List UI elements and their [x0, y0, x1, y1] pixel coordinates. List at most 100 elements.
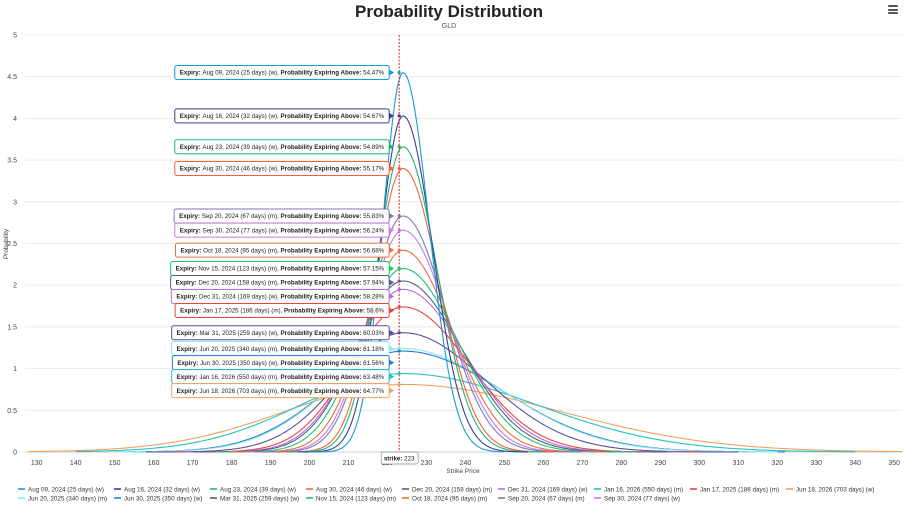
tooltip-marker [397, 114, 401, 118]
legend-label: Sep 30, 2024 (77 days) (w) [604, 495, 680, 502]
x-tick-label: 160 [148, 460, 160, 467]
y-tick-label: 3 [13, 199, 17, 206]
y-tick-label: 2 [13, 283, 17, 290]
legend-item[interactable]: Dec 31, 2024 (169 days) (w) [498, 486, 587, 493]
legend-item[interactable]: Nov 15, 2024 (123 days) (m) [306, 495, 396, 502]
legend-label: Oct 18, 2024 (95 days) (m) [412, 495, 487, 502]
legend-item[interactable]: Jun 30, 2025 (350 days) (w) [114, 495, 202, 502]
tooltip-text: Expiry: Jan 16, 2026 (550 days) (m), Pro… [177, 374, 385, 381]
tooltip: Expiry: Aug 23, 2024 (39 days) (w), Prob… [174, 139, 401, 155]
legend-label: Aug 23, 2024 (39 days) (w) [220, 486, 296, 493]
tooltip: Expiry: Sep 30, 2024 (77 days) (w), Prob… [174, 222, 401, 238]
tooltip-text: Expiry: Aug 23, 2024 (39 days) (w), Prob… [180, 144, 385, 151]
tooltips: Expiry: Aug 09, 2024 (25 days) (w), Prob… [170, 65, 401, 399]
tooltip-marker [397, 70, 401, 75]
legend-label: Aug 09, 2024 (25 days) (w) [28, 486, 104, 493]
x-tick-label: 210 [343, 460, 355, 467]
legend-item[interactable]: Oct 18, 2024 (95 days) (m) [402, 495, 487, 502]
tooltip-marker [397, 346, 401, 351]
x-tick-label: 190 [265, 460, 277, 467]
legend: Aug 09, 2024 (25 days) (w) Aug 16, 2024 (… [18, 486, 874, 502]
tooltip-pointer [389, 293, 395, 300]
tooltip-text: Expiry: Dec 20, 2024 (158 days) (m), Pro… [176, 280, 385, 287]
tooltip-pointer [389, 307, 395, 314]
tooltip-pointer [389, 227, 395, 234]
legend-label: Dec 20, 2024 (158 days) (m) [412, 486, 492, 493]
legend-label: Sep 20, 2024 (67 days) (m) [508, 495, 585, 502]
tooltip: Expiry: Jun 20, 2025 (340 days) (m), Pro… [171, 341, 401, 357]
legend-item[interactable]: Sep 30, 2024 (77 days) (w) [594, 495, 680, 502]
series-line [28, 383, 902, 453]
legend-label: Mar 31, 2025 (259 days) (w) [220, 495, 299, 502]
tooltip-marker [397, 228, 401, 232]
x-tick-label: 280 [616, 460, 628, 467]
y-tick-label: 3.5 [7, 158, 17, 165]
series-line [255, 215, 583, 453]
series-line [247, 229, 591, 453]
y-axis-ticks: 0 0.5 1 1.5 2 2.5 3 3.5 4 4.5 5 [7, 33, 17, 457]
tooltip-pointer [389, 265, 395, 272]
tooltip-box [174, 222, 390, 238]
tooltip: Expiry: Dec 31, 2024 (169 days) (w), Pro… [170, 287, 401, 305]
legend-item[interactable]: Jun 20, 2025 (340 days) (m) [18, 495, 107, 502]
tooltip: Expiry: Jan 16, 2026 (550 days) (m), Pro… [171, 369, 401, 385]
tooltip-pointer [389, 212, 395, 219]
tooltip-text: Expiry: Aug 30, 2024 (46 days) (w), Prob… [180, 166, 385, 173]
y-tick-label: 2.5 [7, 241, 17, 248]
legend-label: Jun 20, 2025 (340 days) (m) [28, 495, 107, 502]
tooltip-marker [397, 145, 401, 149]
strike-label-value: 223 [404, 456, 415, 463]
series-line [286, 146, 544, 453]
legend-item[interactable]: Dec 20, 2024 (158 days) (m) [402, 486, 492, 493]
series-line [75, 373, 856, 453]
legend-label: Jun 30, 2025 (350 days) (w) [124, 495, 202, 502]
x-tick-label: 240 [460, 460, 472, 467]
tooltip-text: Expiry: Jun 20, 2025 (340 days) (m), Pro… [177, 346, 385, 353]
x-tick-label: 300 [693, 460, 705, 467]
tooltip: Expiry: Nov 15, 2024 (123 days) (m), Pro… [170, 261, 401, 277]
tooltip-text: Expiry: Jun 30, 2025 (350 days) (w), Pro… [177, 360, 384, 367]
series-line [145, 332, 739, 453]
x-axis-ticks: 1301401501601701801902002102202302402502… [31, 460, 900, 467]
tooltip-text: Expiry: Mar 31, 2025 (259 days) (w), Pro… [177, 330, 385, 337]
tooltip: Expiry: Jun 30, 2025 (350 days) (w), Pro… [171, 349, 401, 371]
legend-item[interactable]: Jan 17, 2025 (186 days) (m) [690, 486, 779, 493]
tooltip-box [174, 242, 390, 258]
tooltip-text: Expiry: Oct 18, 2024 (95 days) (m), Prob… [180, 247, 384, 254]
tooltip-text: Expiry: Sep 30, 2024 (77 days) (w), Prob… [180, 227, 385, 234]
x-tick-label: 260 [538, 460, 550, 467]
y-tick-label: 4.5 [7, 74, 17, 81]
tooltip-marker [397, 279, 401, 283]
legend-item[interactable]: Aug 16, 2024 (32 days) (w) [114, 486, 200, 493]
x-axis-label: Strike Price [446, 468, 480, 475]
y-tick-label: 0.5 [7, 408, 17, 415]
tooltip-marker [397, 349, 401, 353]
x-tick-label: 170 [187, 460, 199, 467]
tooltip-box [171, 383, 390, 399]
legend-item[interactable]: Sep 20, 2024 (67 days) (m) [498, 495, 585, 502]
legend-item[interactable]: Aug 09, 2024 (25 days) (w) [18, 486, 104, 493]
tooltip: Expiry: Jan 17, 2025 (186 days) (m), Pro… [174, 303, 401, 319]
series-line [231, 249, 606, 453]
hamburger-menu-icon[interactable] [888, 5, 898, 14]
tooltip-marker [397, 166, 401, 171]
legend-label: Aug 16, 2024 (32 days) (w) [124, 486, 200, 493]
y-tick-label: 0 [13, 450, 17, 457]
y-tick-label: 4 [13, 116, 17, 123]
tooltip: Expiry: Sep 20, 2024 (67 days) (m), Prob… [173, 208, 401, 224]
tooltip-box [174, 160, 390, 176]
legend-item[interactable]: Mar 31, 2025 (259 days) (w) [210, 495, 299, 502]
legend-item[interactable]: Jan 16, 2026 (550 days) (m) [594, 486, 683, 493]
legend-item[interactable]: Jun 18, 2026 (703 days) (w) [786, 486, 874, 493]
tooltip: Expiry: Dec 20, 2024 (158 days) (m), Pro… [170, 275, 401, 291]
legend-item[interactable]: Aug 30, 2024 (46 days) (w) [306, 486, 392, 493]
y-tick-label: 5 [13, 33, 17, 40]
tooltip-marker [397, 305, 401, 309]
tooltip-pointer [389, 112, 395, 119]
x-tick-label: 340 [849, 460, 861, 467]
series-lines [28, 71, 902, 453]
tooltip-pointer [389, 165, 395, 172]
series-line [297, 115, 528, 453]
legend-item[interactable]: Aug 23, 2024 (39 days) (w) [210, 486, 296, 493]
